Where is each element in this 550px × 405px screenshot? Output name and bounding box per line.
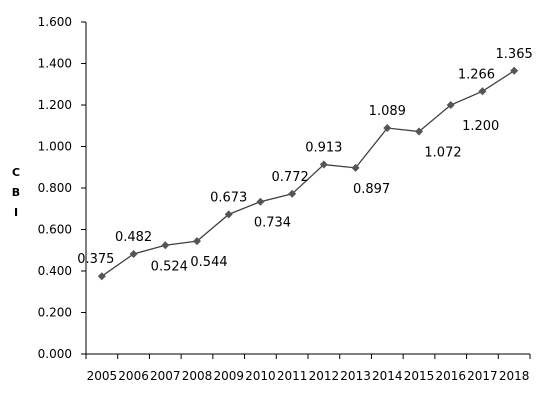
- data-label: 0.734: [254, 216, 291, 231]
- y-axis-label-char: I: [14, 206, 18, 219]
- x-tick-label: 2010: [245, 369, 276, 383]
- y-tick-label: 0.200: [38, 306, 72, 320]
- data-label: 0.544: [190, 255, 227, 270]
- series-polyline: [101, 70, 515, 277]
- x-tick-label: 2006: [118, 369, 149, 383]
- y-tick-label: 1.600: [38, 15, 72, 29]
- series-line: [101, 70, 515, 277]
- data-point: [161, 241, 170, 250]
- y-tick-label: 0.800: [38, 181, 72, 195]
- data-label: 1.365: [496, 47, 533, 62]
- data-label: 0.524: [151, 259, 188, 274]
- data-label: 0.482: [115, 230, 152, 245]
- data-label: 0.375: [77, 252, 114, 267]
- y-axis-label: CBI: [12, 166, 20, 219]
- x-tick-label: 2016: [435, 369, 466, 383]
- x-tick-label: 2005: [87, 369, 118, 383]
- data-point: [446, 101, 455, 109]
- y-tick-label: 1.000: [38, 140, 72, 154]
- data-label: 0.772: [272, 170, 309, 185]
- data-point: [415, 127, 423, 136]
- data-point: [319, 160, 328, 169]
- x-tick-label: 2014: [372, 369, 403, 383]
- x-tick-label: 2008: [182, 369, 213, 383]
- axes: [81, 21, 531, 359]
- x-tick-label: 2012: [309, 369, 340, 383]
- data-point: [288, 189, 297, 198]
- data-point: [129, 249, 138, 258]
- data-label: 0.897: [353, 182, 390, 197]
- y-tick-labels: 0.000 0.200 0.400 0.600 0.800 1.000 1.200 1.400…: [38, 15, 72, 361]
- x-tick-label: 2007: [150, 369, 181, 383]
- data-point: [383, 124, 392, 133]
- data-label: 1.200: [462, 119, 499, 134]
- data-point: [97, 272, 106, 281]
- data-label: 1.072: [424, 146, 461, 161]
- data-label: 0.673: [210, 190, 247, 205]
- y-tick-label: 1.400: [38, 57, 72, 71]
- series-markers: [97, 66, 519, 281]
- x-tick-label: 2009: [213, 369, 244, 383]
- data-point: [193, 237, 201, 246]
- data-label: 1.089: [369, 104, 406, 119]
- data-point: [351, 163, 360, 172]
- data-point: [256, 197, 265, 206]
- data-point: [478, 87, 487, 96]
- y-tick-label: 0.400: [38, 264, 72, 278]
- data-point: [224, 210, 233, 219]
- x-tick-label: 2011: [277, 369, 308, 383]
- x-tick-label: 2017: [467, 369, 498, 383]
- data-label: 1.266: [458, 67, 495, 82]
- x-tick-label: 2018: [499, 369, 530, 383]
- y-axis-label-char: B: [12, 186, 20, 199]
- y-tick-label: 0.600: [38, 223, 72, 237]
- x-tick-labels: 2005 2006 2007 2008 2009 2010 2011 2012 2013 2014…: [87, 369, 530, 383]
- data-point: [510, 66, 519, 75]
- y-tick-label: 0.000: [38, 347, 72, 361]
- y-tick-label: 1.200: [38, 98, 72, 112]
- y-axis-label-char: C: [12, 166, 20, 179]
- x-tick-label: 2013: [340, 369, 371, 383]
- x-tick-label: 2015: [404, 369, 435, 383]
- data-label: 0.913: [305, 141, 342, 156]
